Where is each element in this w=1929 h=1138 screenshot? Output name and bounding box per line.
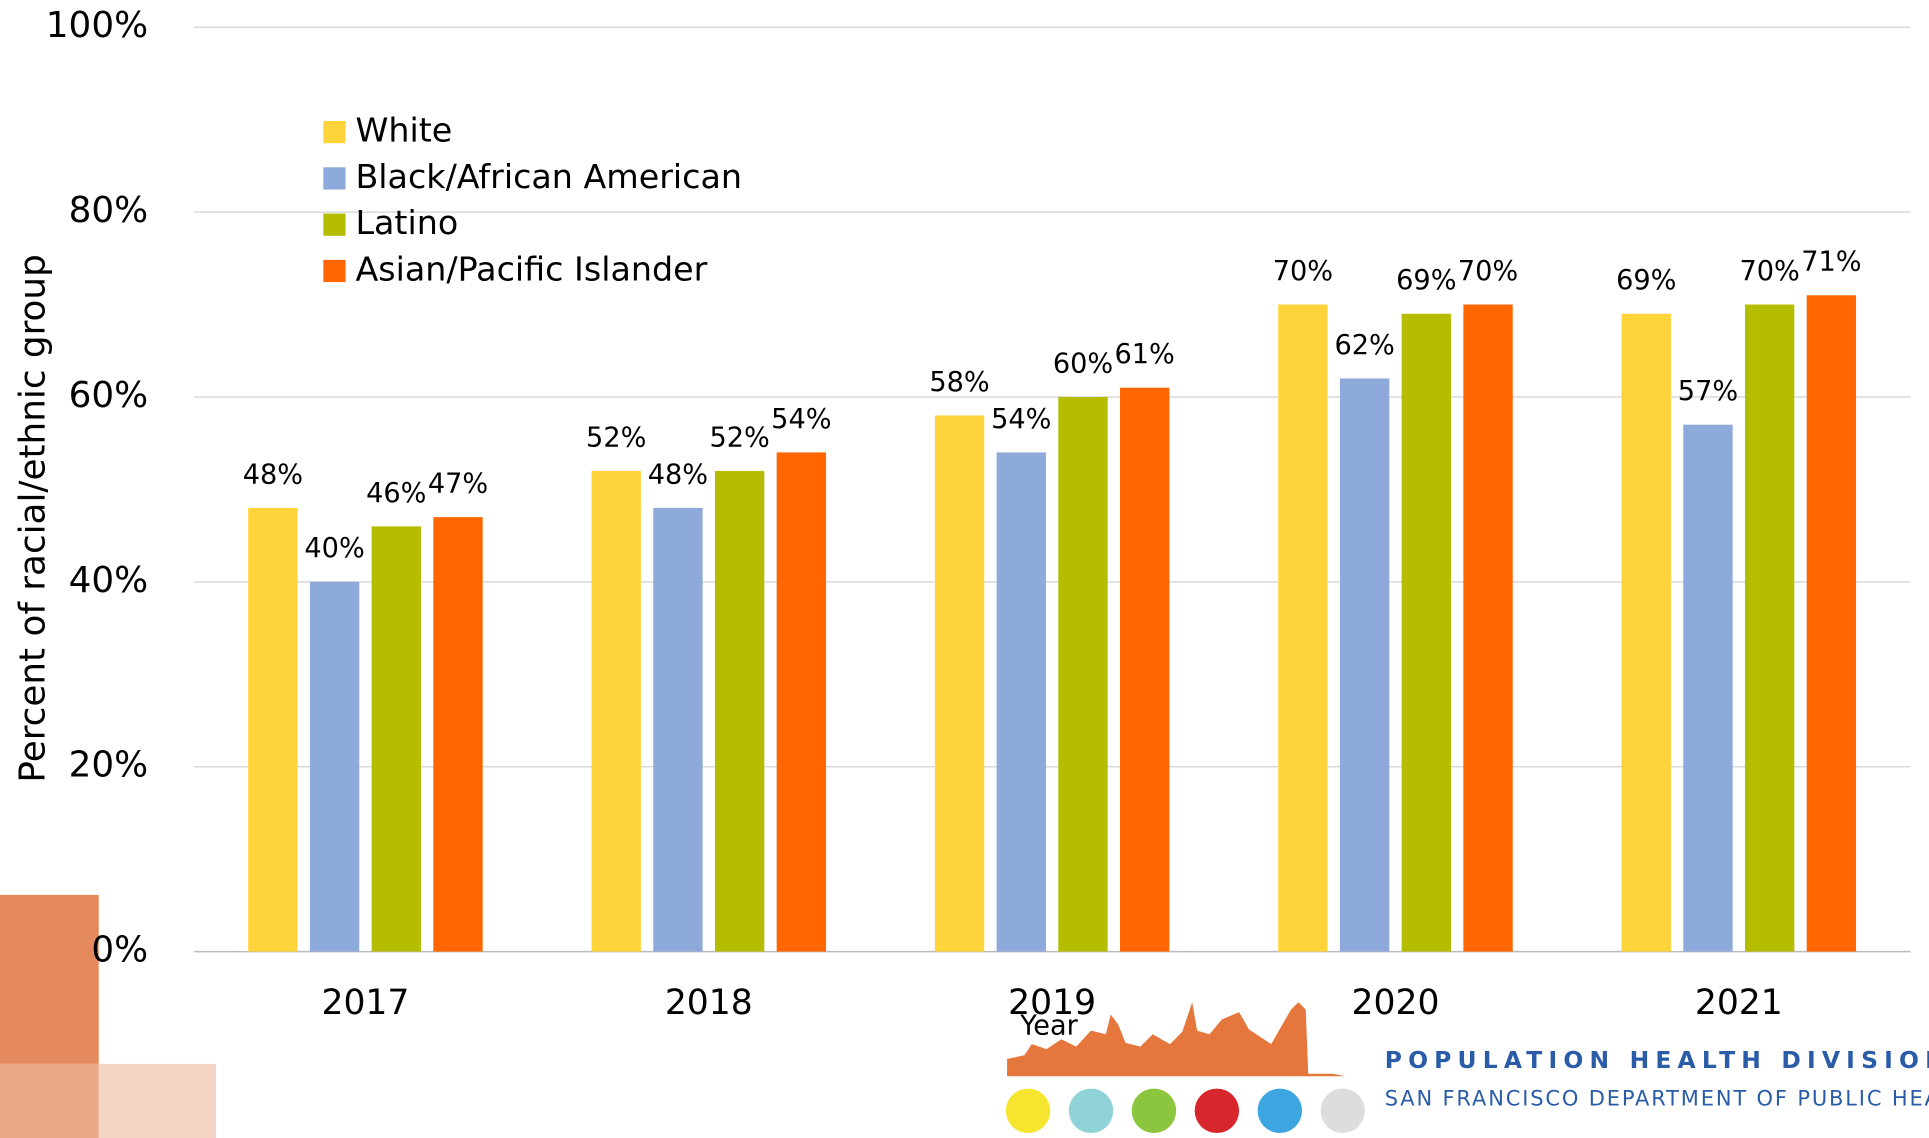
value-label: 48%: [648, 459, 708, 490]
value-label: 48%: [243, 459, 303, 490]
x-tick-label: 2020: [1352, 983, 1440, 1023]
skyline: [1007, 1002, 1346, 1077]
value-label: 70%: [1740, 256, 1800, 287]
legend-label: Black/African American: [355, 157, 742, 196]
x-tick-label: 2021: [1695, 983, 1783, 1023]
value-label: 60%: [1053, 348, 1113, 379]
bar: [934, 415, 985, 952]
icon: [1131, 1088, 1177, 1134]
x-axis-label: Year: [1019, 1010, 1078, 1041]
decor-square: [0, 1063, 99, 1138]
icon: [1320, 1088, 1365, 1134]
bar: [1463, 304, 1513, 952]
legend-swatch: [323, 120, 346, 144]
icon: [1068, 1088, 1114, 1134]
value-label: 71%: [1801, 247, 1861, 278]
value-label: 54%: [771, 404, 831, 435]
value-label: 62%: [1334, 330, 1394, 361]
bar: [714, 470, 765, 952]
bar: [1621, 313, 1671, 952]
value-label: 69%: [1616, 265, 1676, 296]
bar: [1683, 424, 1733, 952]
department-name: SAN FRANCISCO DEPARTMENT OF PUBLIC HEALT…: [1385, 1087, 1929, 1111]
legend-label: Asian/Pacific Islander: [355, 249, 707, 288]
y-tick-label: 60%: [69, 375, 149, 416]
value-label: 61%: [1115, 339, 1175, 370]
y-tick-label: 20%: [69, 745, 149, 786]
decor-square: [0, 894, 99, 1064]
division-name: POPULATION HEALTH DIVISION: [1385, 1046, 1929, 1074]
bar: [433, 517, 483, 952]
legend-swatch: [323, 213, 346, 236]
y-tick-label: 80%: [69, 190, 149, 231]
y-tick-label: 100%: [46, 5, 148, 46]
icon: [1194, 1088, 1240, 1134]
legend-swatch: [323, 259, 346, 283]
bar: [996, 452, 1046, 952]
decor-square: [98, 1063, 216, 1138]
bar: [776, 452, 827, 952]
bar: [1120, 387, 1170, 952]
value-label: 57%: [1678, 376, 1738, 407]
bar: [1806, 295, 1857, 952]
x-tick-label: 2019: [1008, 983, 1096, 1023]
bar: [248, 507, 298, 952]
value-label: 69%: [1396, 265, 1456, 296]
legend-label: Latino: [355, 203, 458, 242]
bar: [1401, 313, 1452, 952]
y-tick-label: 0%: [91, 930, 148, 971]
icon: [1257, 1088, 1303, 1134]
bar: [1058, 396, 1108, 952]
bar: [309, 581, 360, 952]
x-tick-label: 2018: [665, 983, 753, 1023]
value-label: 58%: [929, 367, 989, 398]
x-tick-label: 2017: [321, 983, 409, 1023]
y-axis-label: Percent of racial/ethnic group: [13, 254, 54, 782]
value-label: 46%: [366, 478, 426, 509]
value-label: 54%: [991, 404, 1051, 435]
bar: [1278, 304, 1328, 952]
bar: [371, 526, 421, 952]
icon: [1005, 1088, 1051, 1134]
value-label: 40%: [304, 533, 364, 564]
legend-label: White: [355, 111, 452, 150]
value-label: 47%: [428, 469, 488, 500]
logo: POPULATION HEALTH DIVISION SAN FRANCISCO…: [1005, 1002, 1929, 1134]
legend-swatch: [323, 167, 346, 190]
bar: [1339, 378, 1390, 952]
value-label: 52%: [709, 422, 769, 453]
bar: [1744, 304, 1795, 952]
value-label: 52%: [586, 422, 646, 453]
bar: [591, 470, 641, 952]
bar: [653, 507, 703, 952]
value-label: 70%: [1458, 256, 1518, 287]
value-label: 70%: [1273, 256, 1333, 287]
y-tick-label: 40%: [69, 560, 149, 601]
